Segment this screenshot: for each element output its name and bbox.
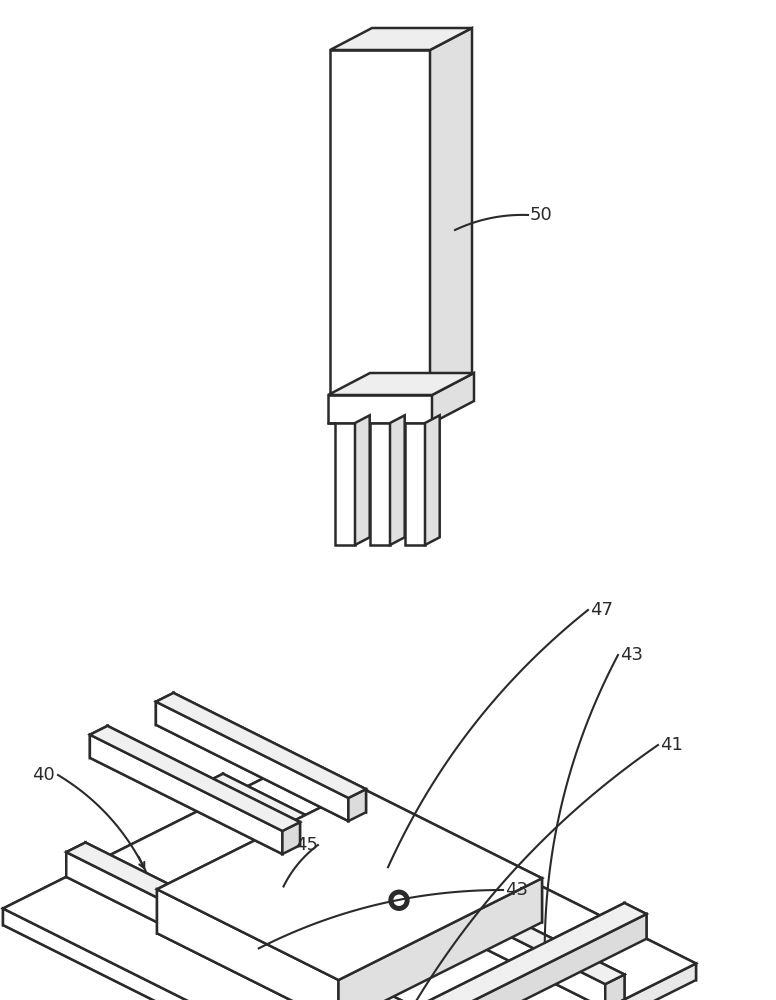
Polygon shape — [204, 774, 625, 984]
Polygon shape — [348, 789, 366, 821]
Polygon shape — [90, 726, 300, 831]
Polygon shape — [333, 854, 415, 922]
Text: 43: 43 — [505, 881, 528, 899]
Polygon shape — [330, 50, 430, 395]
Text: 43: 43 — [620, 646, 643, 664]
Polygon shape — [156, 693, 174, 725]
Polygon shape — [223, 774, 625, 999]
Text: 50: 50 — [530, 206, 553, 224]
Polygon shape — [66, 852, 468, 1000]
Polygon shape — [355, 415, 369, 545]
Polygon shape — [66, 842, 487, 1000]
Polygon shape — [328, 373, 474, 395]
Polygon shape — [335, 423, 355, 545]
Polygon shape — [174, 693, 366, 812]
Polygon shape — [295, 763, 696, 980]
Polygon shape — [157, 788, 361, 933]
Polygon shape — [349, 820, 415, 881]
Text: 45: 45 — [295, 836, 318, 854]
Polygon shape — [333, 903, 625, 1000]
Polygon shape — [430, 28, 472, 395]
Polygon shape — [90, 726, 108, 758]
Polygon shape — [204, 808, 605, 1000]
Polygon shape — [338, 878, 542, 1000]
Polygon shape — [157, 788, 542, 980]
Polygon shape — [3, 763, 696, 1000]
Polygon shape — [355, 914, 646, 1000]
Polygon shape — [90, 735, 282, 854]
Polygon shape — [204, 774, 223, 808]
Text: 40: 40 — [33, 766, 55, 784]
Polygon shape — [267, 820, 415, 895]
Polygon shape — [156, 702, 348, 821]
Polygon shape — [3, 763, 295, 925]
Polygon shape — [66, 877, 468, 1000]
Polygon shape — [333, 903, 646, 1000]
Polygon shape — [390, 415, 405, 545]
Polygon shape — [405, 423, 425, 545]
Polygon shape — [66, 842, 85, 877]
Polygon shape — [204, 783, 605, 1000]
Circle shape — [394, 895, 404, 905]
Polygon shape — [267, 862, 333, 922]
Polygon shape — [328, 395, 432, 423]
Polygon shape — [3, 908, 404, 1000]
Polygon shape — [267, 848, 415, 922]
Text: 47: 47 — [590, 601, 613, 619]
Polygon shape — [156, 693, 366, 798]
Polygon shape — [85, 842, 487, 1000]
Polygon shape — [361, 788, 542, 922]
Circle shape — [389, 890, 409, 910]
Polygon shape — [108, 726, 300, 845]
Polygon shape — [432, 373, 474, 423]
Polygon shape — [90, 758, 282, 854]
Polygon shape — [605, 974, 625, 1000]
Polygon shape — [157, 889, 338, 1000]
Polygon shape — [156, 725, 348, 821]
Polygon shape — [330, 28, 472, 50]
Polygon shape — [625, 903, 646, 939]
Text: 41: 41 — [660, 736, 683, 754]
Polygon shape — [157, 933, 338, 1000]
Polygon shape — [425, 415, 440, 545]
Polygon shape — [370, 423, 390, 545]
Polygon shape — [282, 822, 300, 854]
Polygon shape — [404, 964, 696, 1000]
Polygon shape — [3, 925, 404, 1000]
